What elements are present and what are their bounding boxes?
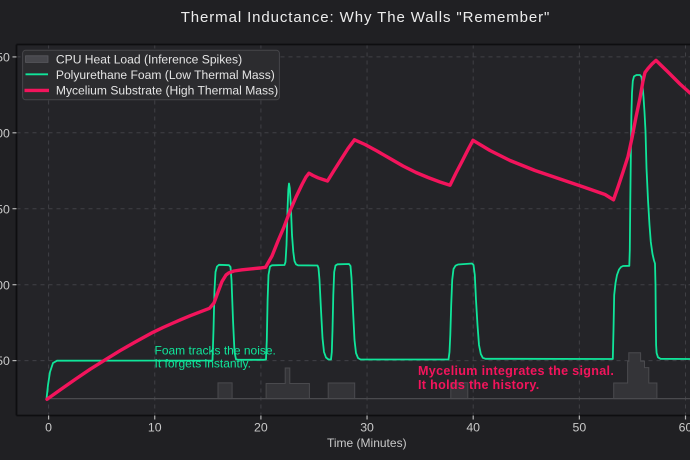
svg-text:It holds the history.: It holds the history. (418, 378, 540, 392)
svg-text:Thermal Inductance: Why The Wa: Thermal Inductance: Why The Walls "Remem… (181, 9, 551, 26)
svg-text:Polyurethane Foam (Low Thermal: Polyurethane Foam (Low Thermal Mass) (56, 68, 275, 82)
svg-text:10: 10 (148, 421, 162, 435)
svg-text:30: 30 (360, 421, 374, 435)
svg-text:Mycelium Substrate (High Therm: Mycelium Substrate (High Thermal Mass) (56, 84, 278, 98)
svg-text:20: 20 (254, 421, 268, 435)
svg-text:Time (Minutes): Time (Minutes) (327, 436, 407, 450)
svg-text:40: 40 (466, 421, 480, 435)
svg-text:Mycelium integrates the signal: Mycelium integrates the signal. (418, 364, 614, 378)
svg-text:100: 100 (0, 278, 10, 292)
svg-text:0: 0 (45, 421, 52, 435)
svg-text:60: 60 (679, 421, 690, 435)
svg-text:50: 50 (0, 354, 10, 368)
svg-text:200: 200 (0, 126, 10, 140)
svg-text:250: 250 (0, 51, 10, 65)
svg-text:150: 150 (0, 202, 10, 216)
svg-text:Foam tracks the noise.: Foam tracks the noise. (155, 344, 276, 358)
svg-text:CPU Heat Load (Inference Spike: CPU Heat Load (Inference Spikes) (56, 52, 242, 66)
svg-text:50: 50 (573, 421, 587, 435)
svg-text:It forgets instantly.: It forgets instantly. (155, 357, 252, 371)
